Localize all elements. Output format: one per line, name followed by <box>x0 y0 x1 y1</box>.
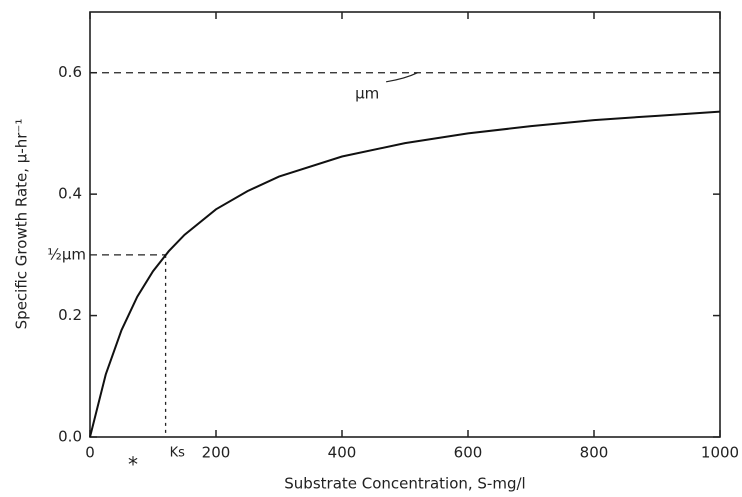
y-axis-label: Specific Growth Rate, μ-hr⁻¹ <box>13 119 31 330</box>
half-mu-label: ½μm <box>47 245 86 263</box>
growth-curve <box>89 110 721 438</box>
y-tick-label: 0.4 <box>58 185 82 203</box>
x-tick-label: 0 <box>85 444 95 462</box>
x-tick-label: 400 <box>328 444 357 462</box>
ks-label: Ks <box>170 446 186 461</box>
x-tick-label: 800 <box>580 444 609 462</box>
plot-frame <box>89 11 721 438</box>
x-tick-label: 1000 <box>701 444 739 462</box>
asterisk: * <box>128 453 138 477</box>
mu-max-label: μm <box>355 84 379 102</box>
y-tick-label: 0.0 <box>58 428 82 446</box>
y-tick-label: 0.6 <box>58 63 82 81</box>
x-axis-label: Substrate Concentration, S-mg/l <box>284 475 525 493</box>
x-tick-label: 600 <box>454 444 483 462</box>
mu-max-leader <box>386 72 418 83</box>
y-tick-label: 0.2 <box>58 306 82 324</box>
x-tick-label: 200 <box>202 444 231 462</box>
